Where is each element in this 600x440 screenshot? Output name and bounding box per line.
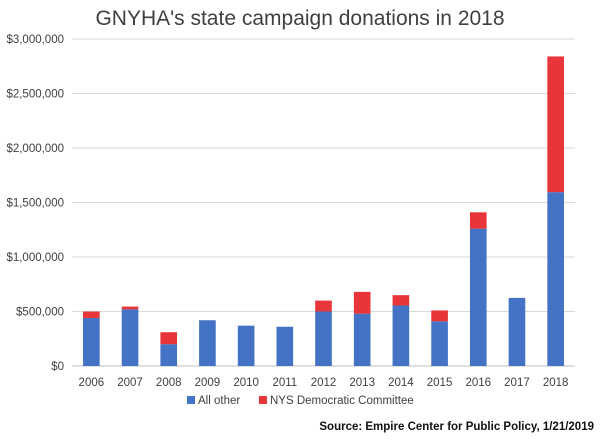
bar-all-other-2007	[121, 309, 139, 366]
y-tick-label: $500,000	[16, 307, 64, 319]
y-tick-label: $1,000,000	[6, 252, 64, 264]
x-tick-label: 2009	[195, 377, 221, 389]
bar-all-other-2006	[83, 318, 100, 366]
bar-all-other-2015	[431, 321, 448, 366]
x-axis-tick-labels: 2006 2007 2008 2009 2010 2011 2012 2013 2014 2015…	[79, 377, 569, 389]
bar-all-other-2009	[199, 320, 216, 366]
legend: All other NYS Democratic Committee	[187, 395, 414, 407]
bar-all-other-2012	[315, 311, 332, 366]
x-tick-label: 2015	[427, 377, 453, 389]
bar-all-other-2013	[353, 313, 371, 366]
legend-swatch-nys-democratic-committee	[259, 396, 267, 404]
bar-nys-democratic-committee-2012	[315, 300, 332, 312]
bar-nys-democratic-committee-2006	[83, 311, 100, 319]
x-tick-label: 2012	[311, 377, 337, 389]
bar-all-other-2010	[237, 325, 255, 366]
x-tick-label: 2018	[543, 377, 569, 389]
x-tick-label: 2011	[272, 377, 297, 389]
x-tick-label: 2010	[233, 377, 259, 389]
bar-all-other-2016	[469, 228, 487, 366]
bar-nys-democratic-committee-2008	[160, 332, 178, 345]
bar-nys-democratic-committee-2014	[392, 295, 410, 306]
gridlines	[72, 38, 575, 367]
bar-all-other-2011	[276, 326, 294, 366]
bar-nys-democratic-committee-2007	[121, 306, 139, 310]
x-tick-label: 2014	[388, 377, 414, 389]
bar-all-other-2018	[547, 192, 564, 366]
x-tick-label: 2007	[117, 377, 143, 389]
x-tick-label: 2013	[349, 377, 375, 389]
bar-nys-democratic-committee-2013	[353, 291, 371, 314]
source-note: Source: Empire Center for Public Policy,…	[319, 421, 594, 433]
chart-title: GNYHA's state campaign donations in 2018	[95, 7, 504, 30]
y-tick-label: $2,000,000	[6, 143, 64, 155]
x-tick-label: 2006	[79, 377, 105, 389]
bar-all-other-2008	[160, 344, 178, 366]
legend-label-nys-democratic-committee: NYS Democratic Committee	[270, 395, 414, 407]
legend-swatch-all-other	[187, 396, 195, 404]
bar-nys-democratic-committee-2018	[547, 56, 564, 193]
bar-nys-democratic-committee-2016	[469, 212, 487, 229]
x-tick-label: 2016	[465, 377, 491, 389]
bar-nys-democratic-committee-2015	[431, 310, 448, 322]
y-tick-label: $2,500,000	[6, 89, 64, 101]
bar-all-other-2017	[508, 297, 526, 366]
bars	[83, 56, 564, 366]
y-axis-tick-labels: $0 $500,000 $1,000,000 $1,500,000 $2,000,000…	[6, 34, 64, 373]
bar-all-other-2014	[392, 305, 410, 366]
x-tick-label: 2008	[156, 377, 182, 389]
y-tick-label: $3,000,000	[6, 34, 64, 46]
x-tick-label: 2017	[504, 377, 530, 389]
y-tick-label: $0	[51, 361, 64, 373]
legend-label-all-other: All other	[198, 395, 240, 407]
y-tick-label: $1,500,000	[6, 198, 64, 210]
